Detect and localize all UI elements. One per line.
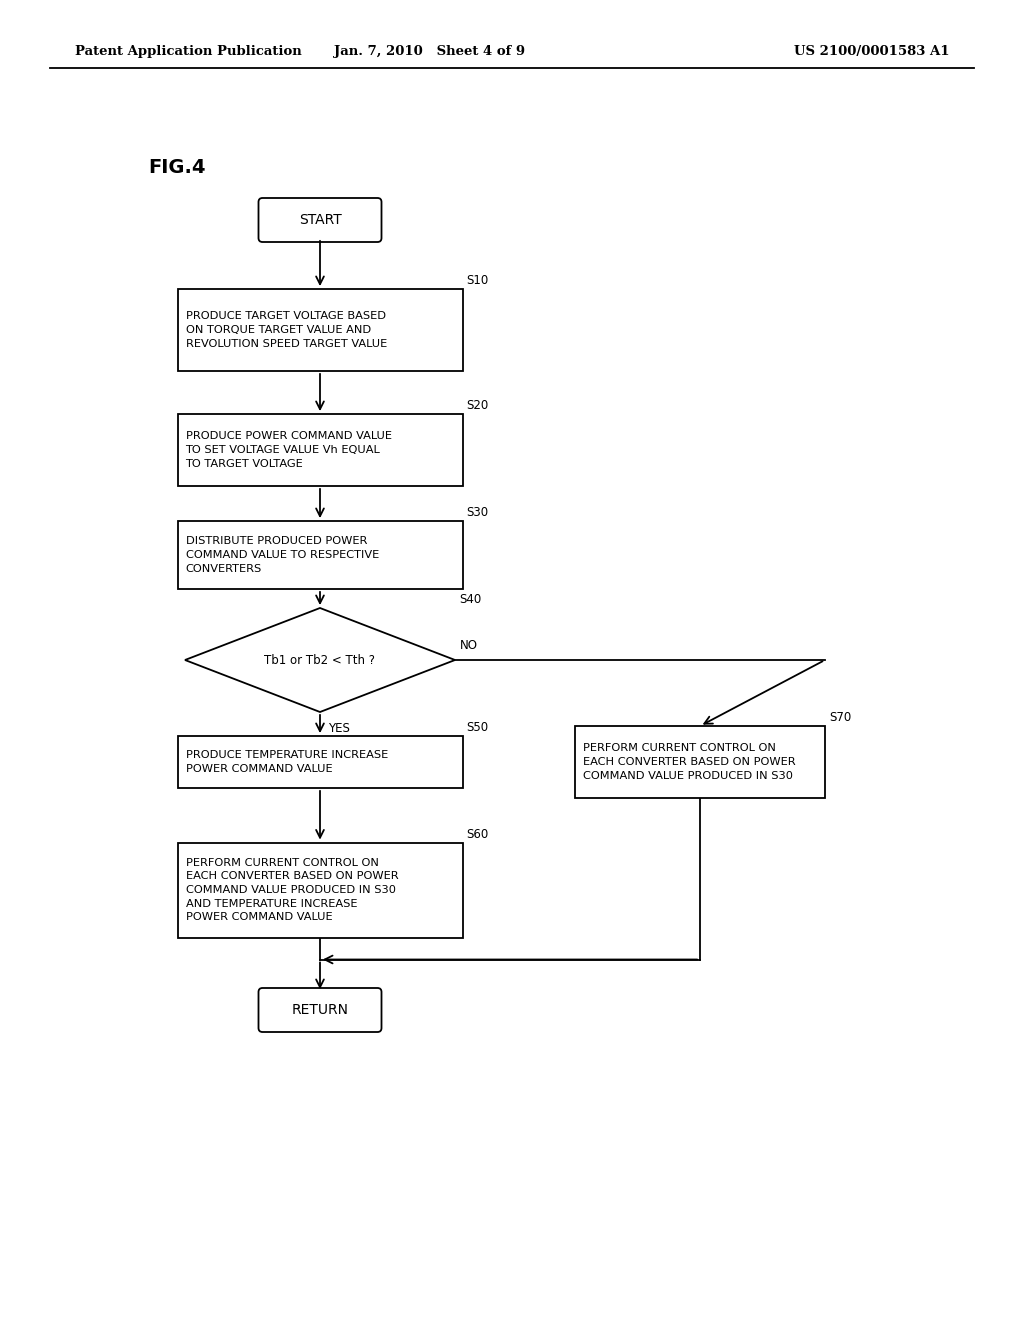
Bar (177, 289, 463, 371)
Text: START: START (299, 213, 341, 227)
FancyBboxPatch shape (258, 987, 382, 1032)
Text: PERFORM CURRENT CONTROL ON
EACH CONVERTER BASED ON POWER
COMMAND VALUE PRODUCED : PERFORM CURRENT CONTROL ON EACH CONVERTE… (185, 858, 398, 923)
Text: S30: S30 (467, 506, 488, 519)
Text: NO: NO (460, 639, 478, 652)
Text: PRODUCE POWER COMMAND VALUE
TO SET VOLTAGE VALUE Vh EQUAL
TO TARGET VOLTAGE: PRODUCE POWER COMMAND VALUE TO SET VOLTA… (185, 432, 391, 469)
Text: Patent Application Publication: Patent Application Publication (75, 45, 302, 58)
Bar (575, 726, 825, 799)
Bar (177, 414, 463, 486)
Text: DISTRIBUTE PRODUCED POWER
COMMAND VALUE TO RESPECTIVE
CONVERTERS: DISTRIBUTE PRODUCED POWER COMMAND VALUE … (185, 536, 379, 574)
Text: S40: S40 (459, 593, 481, 606)
Bar (177, 521, 463, 589)
Text: PRODUCE TARGET VOLTAGE BASED
ON TORQUE TARGET VALUE AND
REVOLUTION SPEED TARGET : PRODUCE TARGET VOLTAGE BASED ON TORQUE T… (185, 312, 387, 348)
Text: RETURN: RETURN (292, 1003, 348, 1016)
Text: S20: S20 (467, 399, 488, 412)
Text: Jan. 7, 2010   Sheet 4 of 9: Jan. 7, 2010 Sheet 4 of 9 (335, 45, 525, 58)
FancyBboxPatch shape (258, 198, 382, 242)
Bar (177, 737, 463, 788)
Polygon shape (185, 609, 455, 711)
Text: S50: S50 (467, 721, 488, 734)
Text: S60: S60 (467, 828, 488, 841)
Text: PRODUCE TEMPERATURE INCREASE
POWER COMMAND VALUE: PRODUCE TEMPERATURE INCREASE POWER COMMA… (185, 750, 388, 774)
Text: YES: YES (328, 722, 350, 735)
Bar (177, 842, 463, 937)
Text: Tb1 or Tb2 < Tth ?: Tb1 or Tb2 < Tth ? (264, 653, 376, 667)
Text: PERFORM CURRENT CONTROL ON
EACH CONVERTER BASED ON POWER
COMMAND VALUE PRODUCED : PERFORM CURRENT CONTROL ON EACH CONVERTE… (583, 743, 796, 780)
Text: FIG.4: FIG.4 (148, 158, 206, 177)
Text: US 2100/0001583 A1: US 2100/0001583 A1 (795, 45, 950, 58)
Text: S10: S10 (467, 275, 488, 286)
Text: S70: S70 (829, 711, 851, 723)
